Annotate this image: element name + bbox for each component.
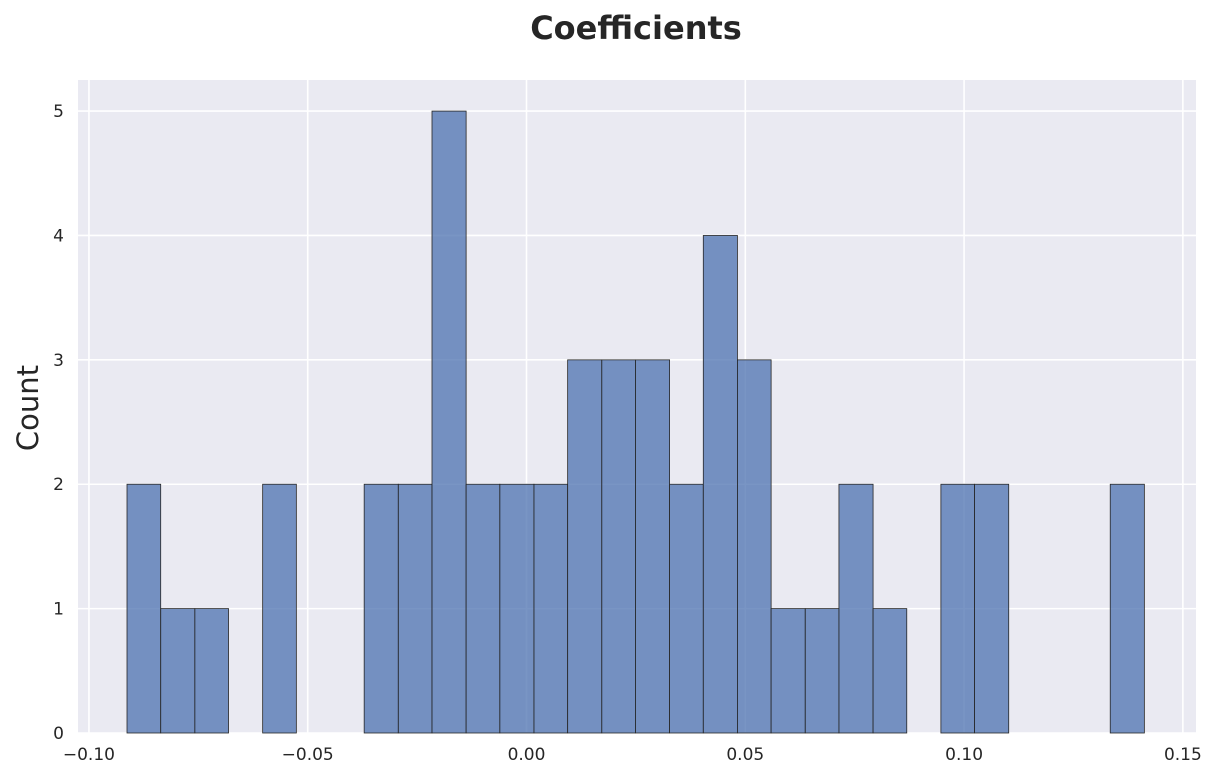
y-tick-label: 2: [53, 475, 64, 495]
histogram-bar: [702, 235, 738, 734]
histogram-bar: [194, 608, 229, 734]
histogram-bar: [1109, 483, 1145, 734]
histogram-bar: [397, 483, 433, 734]
histogram-bar: [669, 483, 704, 734]
histogram-bar: [567, 359, 603, 734]
bars: [126, 110, 1145, 734]
histogram-bar: [431, 110, 467, 734]
histogram-bar: [126, 483, 162, 734]
histogram-bar: [635, 359, 670, 734]
x-tick-label: 0.00: [508, 745, 546, 765]
y-tick-label: 4: [53, 226, 64, 246]
x-tick-label: 0.10: [945, 745, 983, 765]
histogram-bar: [363, 483, 399, 734]
x-tick-label: 0.05: [726, 745, 764, 765]
y-axis: 0 1 2 3 4 5: [53, 102, 64, 744]
y-axis-label: Count: [11, 365, 45, 451]
chart-title: Coefficients: [530, 9, 742, 47]
y-tick-label: 3: [53, 351, 64, 371]
histogram-bar: [737, 359, 772, 734]
x-axis: −0.10 −0.05 0.00 0.05 0.10 0.15: [63, 745, 1202, 765]
histogram-bar: [160, 608, 196, 734]
y-tick-label: 5: [53, 102, 64, 122]
histogram-bar: [533, 483, 569, 734]
x-tick-label: −0.05: [282, 745, 334, 765]
histogram-bar: [262, 483, 297, 734]
histogram-bar: [770, 608, 806, 734]
x-tick-label: 0.15: [1164, 745, 1202, 765]
histogram-bar: [601, 359, 636, 734]
histogram-bar: [872, 608, 908, 734]
histogram-bar: [804, 608, 840, 734]
y-tick-label: 0: [53, 724, 64, 744]
histogram-bar: [838, 483, 874, 734]
histogram-bar: [974, 483, 1010, 734]
histogram-bar: [940, 483, 975, 734]
y-tick-label: 1: [53, 600, 64, 620]
x-tick-label: −0.10: [63, 745, 115, 765]
histogram-bar: [465, 483, 501, 734]
histogram-bar: [499, 483, 535, 734]
